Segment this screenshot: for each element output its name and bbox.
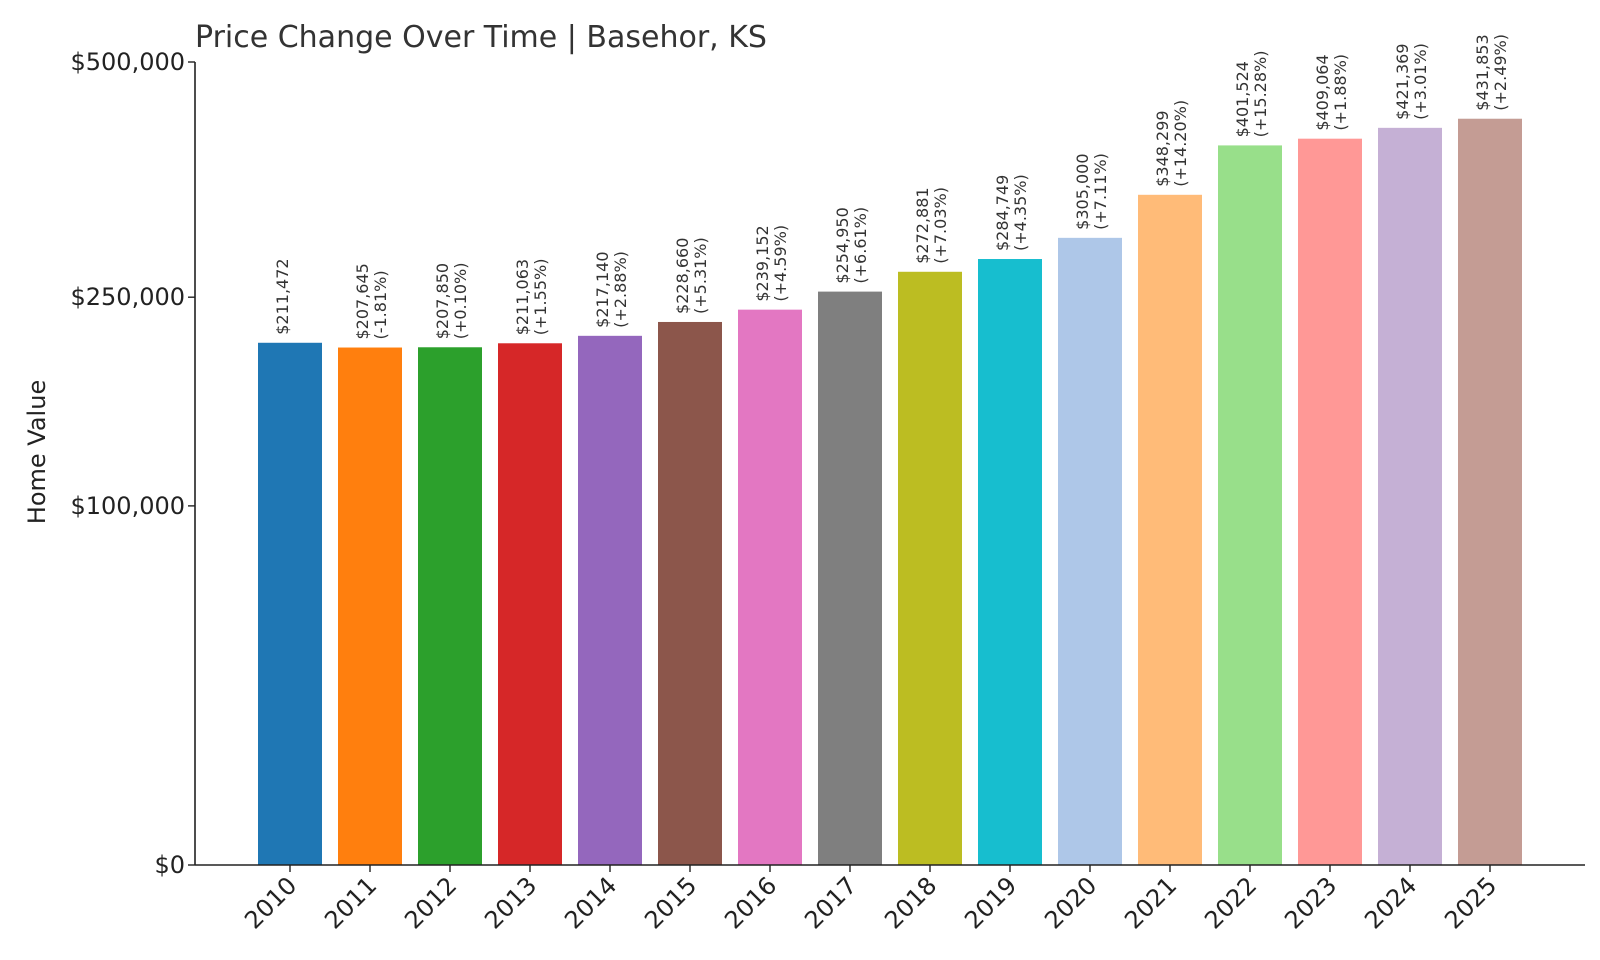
change-label: (+2.88%) xyxy=(611,251,630,328)
y-tick-label: $0 xyxy=(154,851,185,879)
x-tick-label: 2024 xyxy=(1359,871,1422,934)
value-label: $207,645 xyxy=(353,263,372,339)
value-label: $254,950 xyxy=(833,207,852,283)
value-label: $409,064 xyxy=(1313,54,1332,130)
value-label: $211,063 xyxy=(513,259,532,335)
bar-2023 xyxy=(1298,138,1362,866)
x-tick-label: 2014 xyxy=(559,871,622,934)
value-label: $421,369 xyxy=(1393,43,1412,119)
y-tick-label: $500,000 xyxy=(70,48,185,76)
x-tick-label: 2025 xyxy=(1439,871,1502,934)
x-tick-label: 2019 xyxy=(959,871,1022,934)
bar-2012 xyxy=(418,347,482,865)
bar-2015 xyxy=(658,321,722,865)
change-label: (-1.81%) xyxy=(371,270,390,339)
change-label: (+5.31%) xyxy=(691,237,710,314)
change-label: (+0.10%) xyxy=(451,263,470,340)
value-label: $217,140 xyxy=(593,251,612,327)
value-label: $207,850 xyxy=(433,263,452,339)
x-tick-label: 2022 xyxy=(1199,871,1262,934)
x-tick-label: 2012 xyxy=(399,871,462,934)
x-tick-label: 2010 xyxy=(239,871,302,934)
bar-2022 xyxy=(1218,145,1282,865)
change-label: (+14.20%) xyxy=(1171,100,1190,187)
value-label: $228,660 xyxy=(673,238,692,314)
bar-2013 xyxy=(498,343,562,865)
change-label: (+3.01%) xyxy=(1411,43,1430,120)
x-tick-label: 2023 xyxy=(1279,871,1342,934)
change-label: (+4.59%) xyxy=(771,225,790,302)
y-axis: $0 $100,000 $250,000 $500,000 xyxy=(70,48,196,879)
value-label: $272,881 xyxy=(913,187,932,263)
change-label: (+15.28%) xyxy=(1251,51,1270,138)
bar-2021 xyxy=(1138,194,1202,865)
value-label: $211,472 xyxy=(273,258,292,334)
bar-2019 xyxy=(978,259,1042,865)
y-tick-label: $100,000 xyxy=(70,492,185,520)
bar-2011 xyxy=(338,347,402,866)
change-label: (+7.11%) xyxy=(1091,153,1110,230)
change-label: (+6.61%) xyxy=(851,207,870,284)
bars-group: $211,472 $207,645 (-1.81%) $207,850 (+0.10%)… xyxy=(258,34,1522,866)
x-tick-label: 2017 xyxy=(799,871,862,934)
x-tick-label: 2016 xyxy=(719,871,782,934)
chart-title: Price Change Over Time | Basehor, KS xyxy=(195,20,767,55)
change-label: (+1.55%) xyxy=(531,259,550,336)
x-tick-label: 2018 xyxy=(879,871,942,934)
x-tick-label: 2020 xyxy=(1039,871,1102,934)
x-tick-label: 2021 xyxy=(1119,871,1182,934)
bar-2017 xyxy=(818,291,882,866)
change-label: (+4.35%) xyxy=(1011,174,1030,251)
x-axis: 2010 2011 2012 2013 2014 2015 2016 2017 2018 2019… xyxy=(195,864,1585,934)
bar-2024 xyxy=(1378,127,1442,866)
change-label: (+1.88%) xyxy=(1331,54,1350,131)
value-label: $431,853 xyxy=(1473,34,1492,110)
value-label: $348,299 xyxy=(1153,110,1172,186)
value-label: $284,749 xyxy=(993,175,1012,251)
bar-2014 xyxy=(578,335,642,865)
bar-2020 xyxy=(1058,237,1122,866)
x-tick-label: 2013 xyxy=(479,871,542,934)
x-tick-label: 2015 xyxy=(639,871,702,934)
bar-2010 xyxy=(258,342,322,865)
bar-2018 xyxy=(898,271,962,865)
value-label: $401,524 xyxy=(1233,61,1252,137)
value-label: $305,000 xyxy=(1073,153,1092,229)
y-tick-label: $250,000 xyxy=(70,283,185,311)
bar-2016 xyxy=(738,309,802,865)
x-tick-label: 2011 xyxy=(319,871,382,934)
change-label: (+7.03%) xyxy=(931,187,950,264)
value-label: $239,152 xyxy=(753,225,772,301)
y-axis-label: Home Value xyxy=(23,380,51,524)
change-label: (+2.49%) xyxy=(1491,34,1510,111)
bar-2025 xyxy=(1458,118,1522,866)
